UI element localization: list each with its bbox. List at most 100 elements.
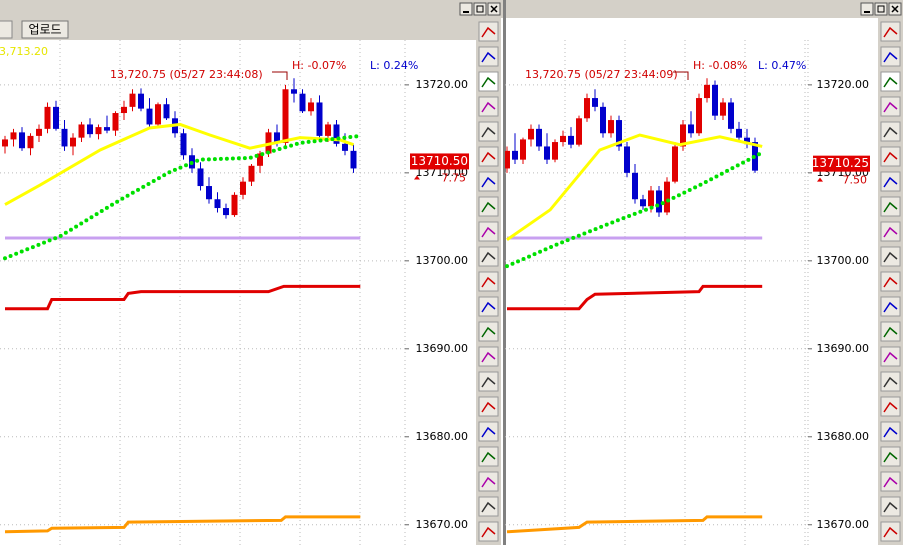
tool-icon[interactable] [880, 296, 901, 317]
tool-icon[interactable] [880, 246, 901, 267]
tool-icon[interactable] [478, 96, 499, 117]
y-tick-label: 13700.00 [416, 254, 469, 267]
tool-icon[interactable] [478, 171, 499, 192]
tool-icon[interactable] [880, 471, 901, 492]
tool-icon[interactable] [478, 321, 499, 342]
tool-glyph [883, 201, 898, 213]
low-change: L: 0.47% [758, 59, 806, 72]
tool-icon[interactable] [880, 321, 901, 342]
tool-glyph [883, 426, 898, 438]
tool-glyph [481, 151, 496, 163]
change-marker [817, 177, 823, 182]
tool-icon[interactable] [478, 371, 499, 392]
tool-glyph [481, 201, 496, 213]
tool-glyph [883, 176, 898, 188]
candle-body [214, 199, 221, 209]
candle-body [744, 137, 750, 143]
tool-icon[interactable] [478, 196, 499, 217]
tool-icon[interactable] [880, 96, 901, 117]
change-marker [414, 175, 420, 180]
candle-body [342, 143, 348, 151]
window-button[interactable] [459, 2, 473, 16]
candle-body [44, 106, 51, 129]
candle-body [728, 102, 734, 129]
tool-icon[interactable] [478, 521, 499, 542]
tool-glyph [883, 151, 898, 163]
tab-button[interactable] [0, 20, 13, 39]
tool-glyph [883, 476, 898, 488]
window-button[interactable] [874, 2, 888, 16]
tool-icon[interactable] [880, 371, 901, 392]
candle-body [325, 124, 331, 136]
indicator-line [506, 515, 763, 534]
window-button[interactable] [473, 2, 487, 16]
plot [2, 78, 363, 534]
window-button[interactable] [860, 2, 874, 16]
upload-label[interactable]: 업로드 [28, 23, 61, 37]
tool-icon[interactable] [880, 21, 901, 42]
tool-icon[interactable] [880, 121, 901, 142]
tool-icon[interactable] [880, 146, 901, 167]
candle-body [231, 194, 238, 216]
tool-icon[interactable] [478, 121, 499, 142]
candle-body [282, 89, 289, 143]
tool-icon[interactable] [880, 496, 901, 517]
candle-body [146, 108, 153, 125]
candle-body [736, 128, 742, 138]
title-bar [505, 0, 903, 18]
tool-icon[interactable] [478, 296, 499, 317]
tool-icon[interactable] [478, 246, 499, 267]
tool-icon[interactable] [478, 146, 499, 167]
y-tick-label: 13690.00 [416, 342, 469, 355]
candle-body [680, 124, 686, 147]
tool-icon[interactable] [880, 221, 901, 242]
y-tick-label: 13720.00 [817, 78, 870, 91]
tool-icon[interactable] [880, 71, 901, 92]
candle-body [197, 168, 204, 187]
y-tick-label: 13670.00 [817, 518, 870, 531]
tool-glyph [481, 226, 496, 238]
change-label: 7.50 [843, 174, 868, 187]
tool-icon[interactable] [478, 471, 499, 492]
candle-body [308, 102, 314, 112]
close-glyph [891, 5, 899, 13]
tool-icon[interactable] [478, 346, 499, 367]
candle-body [248, 165, 255, 182]
tool-icon[interactable] [478, 496, 499, 517]
tool-icon[interactable] [478, 446, 499, 467]
tool-icon[interactable] [478, 421, 499, 442]
candle-body [648, 190, 654, 207]
tool-icon[interactable] [478, 71, 499, 92]
tool-icon[interactable] [880, 346, 901, 367]
candle-body [656, 190, 662, 213]
tool-icon[interactable] [478, 221, 499, 242]
tool-icon[interactable] [478, 271, 499, 292]
close-glyph [490, 5, 498, 13]
tool-glyph [481, 376, 496, 388]
tool-icon[interactable] [880, 196, 901, 217]
tool-glyph [883, 401, 898, 413]
tool-icon[interactable] [880, 171, 901, 192]
tool-icon[interactable] [880, 396, 901, 417]
high-change: H: -0.08% [693, 59, 747, 72]
upload-button[interactable] [21, 20, 69, 39]
tool-icon[interactable] [478, 46, 499, 67]
tool-icon[interactable] [880, 521, 901, 542]
tool-glyph [481, 251, 496, 263]
tool-glyph [883, 451, 898, 463]
tool-icon[interactable] [478, 21, 499, 42]
tool-icon[interactable] [478, 396, 499, 417]
candle-body [333, 124, 340, 144]
candle-body [53, 106, 59, 129]
toolbar-row [0, 18, 476, 40]
tool-icon[interactable] [880, 446, 901, 467]
y-tick-label: 13690.00 [817, 342, 870, 355]
tool-glyph [883, 376, 898, 388]
last-price-label: 13710.50 [411, 154, 468, 168]
candle-body [592, 98, 598, 107]
tool-icon[interactable] [880, 421, 901, 442]
tool-glyph [481, 401, 496, 413]
tool-icon[interactable] [880, 46, 901, 67]
tool-icon[interactable] [880, 271, 901, 292]
candle-body [19, 132, 25, 149]
